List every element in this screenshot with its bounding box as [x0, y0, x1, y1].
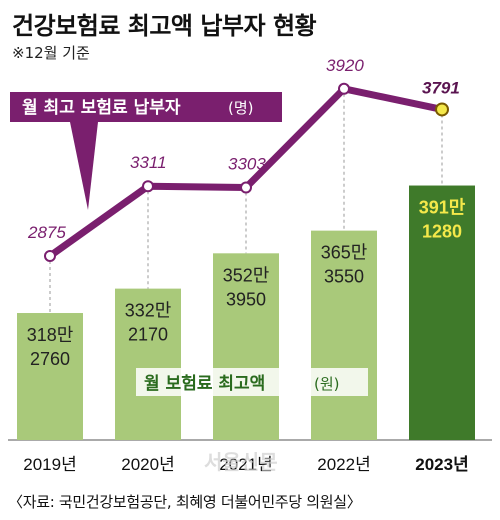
x-tick-label-1: 2019년	[23, 455, 76, 474]
bar-label-bottom-1: 2760	[30, 349, 70, 369]
source-note: 〈자료: 국민건강보험공단, 최혜영 더불어민주당 의원실〉	[8, 493, 362, 511]
bar-5	[409, 185, 475, 440]
bar-label-bottom-2: 2170	[128, 325, 168, 345]
chart-note: ※12월 기준	[12, 44, 90, 62]
chart-title: 건강보험료 최고액 납부자 현황	[12, 12, 317, 40]
line-point-1	[44, 250, 56, 262]
bar-label-top-4: 365만	[321, 243, 368, 263]
line-point-2	[142, 180, 154, 193]
bar-2	[115, 288, 181, 440]
x-tick-label-5: 2023년	[415, 455, 468, 474]
line-point-label-1: 2875	[27, 223, 66, 242]
line-point-label-5: 3791	[422, 78, 460, 97]
bar-label-top-5: 391만	[419, 198, 466, 218]
watermark: 서울신문	[204, 450, 278, 474]
x-tick-label-2: 2020년	[121, 455, 174, 474]
x-tick-label-3: 2021년	[219, 455, 272, 474]
line-legend-box	[10, 92, 282, 122]
bar-4	[311, 230, 377, 440]
bar-3	[213, 253, 279, 440]
bar-label-top-2: 332만	[125, 301, 172, 321]
chart-svg: 월 최고 보험료 납부자 (명) 2875 3311 3303 3920 3791 318만 2…	[8, 56, 492, 474]
line-point-label-3: 3303	[228, 155, 266, 174]
x-tick-label-4: 2022년	[317, 455, 370, 474]
line-legend-pointer	[70, 122, 98, 210]
bar-label-bottom-5: 1280	[422, 222, 462, 242]
line-point-5	[435, 102, 449, 117]
line-point-4	[338, 82, 350, 95]
bar-legend-unit: (원)	[314, 375, 340, 393]
bar-label-bottom-4: 3550	[324, 267, 364, 287]
line-point-label-4: 3920	[326, 56, 364, 75]
bar-label-top-1: 318만	[27, 325, 74, 345]
bar-label-bottom-3: 3950	[226, 289, 266, 309]
bar-legend-box	[136, 368, 368, 396]
line-point-3	[240, 181, 252, 194]
bar-legend-label: 월 보험료 최고액	[144, 373, 265, 394]
line-legend-label: 월 최고 보험료 납부자	[22, 97, 181, 118]
bar-1	[17, 313, 83, 440]
bar-label-top-3: 352만	[223, 265, 270, 285]
line-point-label-2: 3311	[130, 153, 167, 172]
line-legend-unit: (명)	[228, 99, 254, 117]
